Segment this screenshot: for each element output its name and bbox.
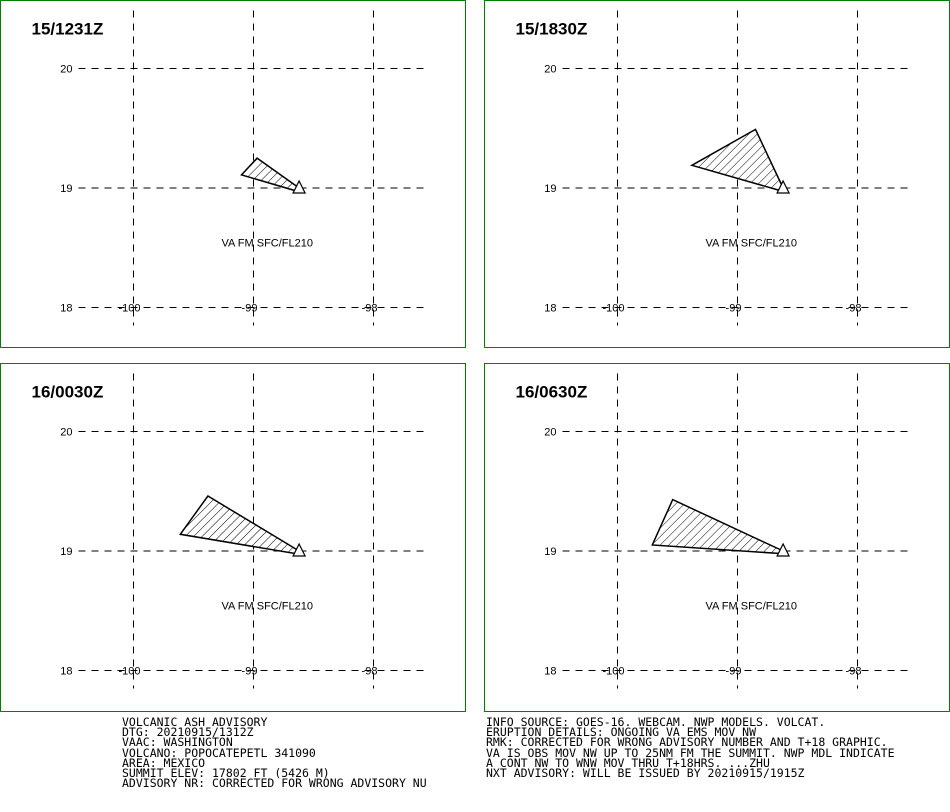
lon-tick-label: -98: [846, 666, 862, 678]
advisory-line: DTG: 20210915/1312Z: [122, 725, 254, 740]
lon-tick-label: -99: [726, 666, 742, 678]
lon-tick-label: -99: [726, 303, 742, 315]
advisory-line: ERUPTION DETAILS: ONGOING VA EMS MOV NW: [486, 725, 757, 740]
advisory-text-right: INFO SOURCE: GOES-16. WEBCAM. NWP MODELS…: [486, 717, 946, 778]
lon-tick-label: -99: [242, 666, 258, 678]
lon-tick-label: -100: [602, 303, 624, 315]
lon-tick-label: -100: [602, 666, 624, 678]
volcano-icon: [292, 179, 307, 194]
panel-border: [0, 0, 466, 348]
valid-time-label: 16/0030Z: [32, 383, 104, 402]
advisory-line: RMK: CORRECTED FOR WRONG ADVISORY NUMBER…: [486, 735, 888, 750]
map-panel: 20 19 18 -100 -99 -98 16/0030Z VA FM SFC/FL210: [0, 363, 466, 712]
lat-tick-label: 18: [544, 666, 556, 678]
advisory-line: NXT ADVISORY: WILL BE ISSUED BY 20210915…: [486, 765, 805, 779]
map-panel: 20 19 18 -100 -99 -98 15/1231Z VA FM SFC/FL210: [0, 0, 466, 348]
volcano-icon: [776, 542, 791, 557]
advisory-line: INFO SOURCE: GOES-16. WEBCAM. NWP MODELS…: [486, 717, 826, 729]
map-panel: 20 19 18 -100 -99 -98 15/1830Z VA FM SFC/FL210: [484, 0, 950, 348]
advisory-line: A CONT NW TO WNW MOV THRU T+18HRS. ...ZH…: [486, 755, 770, 770]
lat-tick-label: 20: [544, 427, 556, 439]
ash-height-label: VA FM SFC/FL210: [706, 601, 798, 613]
map-panel: 20 19 18 -100 -99 -98 16/0630Z VA FM SFC/FL210: [484, 363, 950, 712]
lat-tick-label: 20: [60, 427, 72, 439]
advisory-line: VAAC: WASHINGTON: [122, 735, 233, 750]
lat-tick-label: 18: [544, 303, 556, 315]
lat-tick-label: 19: [60, 546, 72, 558]
advisory-line: VOLCANO: POPOCATEPETL 341090: [122, 745, 316, 760]
panel-border: [484, 0, 950, 348]
ash-height-label: VA FM SFC/FL210: [222, 238, 314, 250]
lat-tick-label: 18: [60, 303, 72, 315]
lat-tick-label: 20: [60, 64, 72, 76]
lon-tick-label: -100: [118, 666, 140, 678]
lat-tick-label: 19: [544, 183, 556, 195]
valid-time-label: 16/0630Z: [516, 383, 588, 402]
lon-tick-label: -100: [118, 303, 140, 315]
valid-time-label: 15/1830Z: [516, 20, 588, 39]
lon-tick-label: -98: [362, 666, 378, 678]
advisory-text-left: VOLCANIC ASH ADVISORY DTG: 20210915/1312Z…: [122, 717, 460, 788]
advisory-line: ADVISORY NR: CORRECTED FOR WRONG ADVISOR…: [122, 776, 427, 789]
advisory-line: VOLCANIC ASH ADVISORY: [122, 717, 268, 729]
lat-tick-label: 20: [544, 64, 556, 76]
advisory-line: SUMMIT ELEV: 17802 FT (5426 M): [122, 765, 330, 780]
volcano-icon: [776, 179, 791, 194]
lat-tick-label: 19: [60, 183, 72, 195]
advisory-line: AREA: MEXICO: [122, 755, 206, 770]
ash-height-label: VA FM SFC/FL210: [222, 601, 314, 613]
lat-tick-label: 18: [60, 666, 72, 678]
volcano-icon: [292, 542, 307, 557]
advisory-line: VA IS OBS MOV NW UP TO 25NM FM THE SUMMI…: [486, 745, 895, 760]
valid-time-label: 15/1231Z: [32, 20, 104, 39]
ash-height-label: VA FM SFC/FL210: [706, 238, 798, 250]
lon-tick-label: -98: [846, 303, 862, 315]
lat-tick-label: 19: [544, 546, 556, 558]
lon-tick-label: -99: [242, 303, 258, 315]
lon-tick-label: -98: [362, 303, 378, 315]
